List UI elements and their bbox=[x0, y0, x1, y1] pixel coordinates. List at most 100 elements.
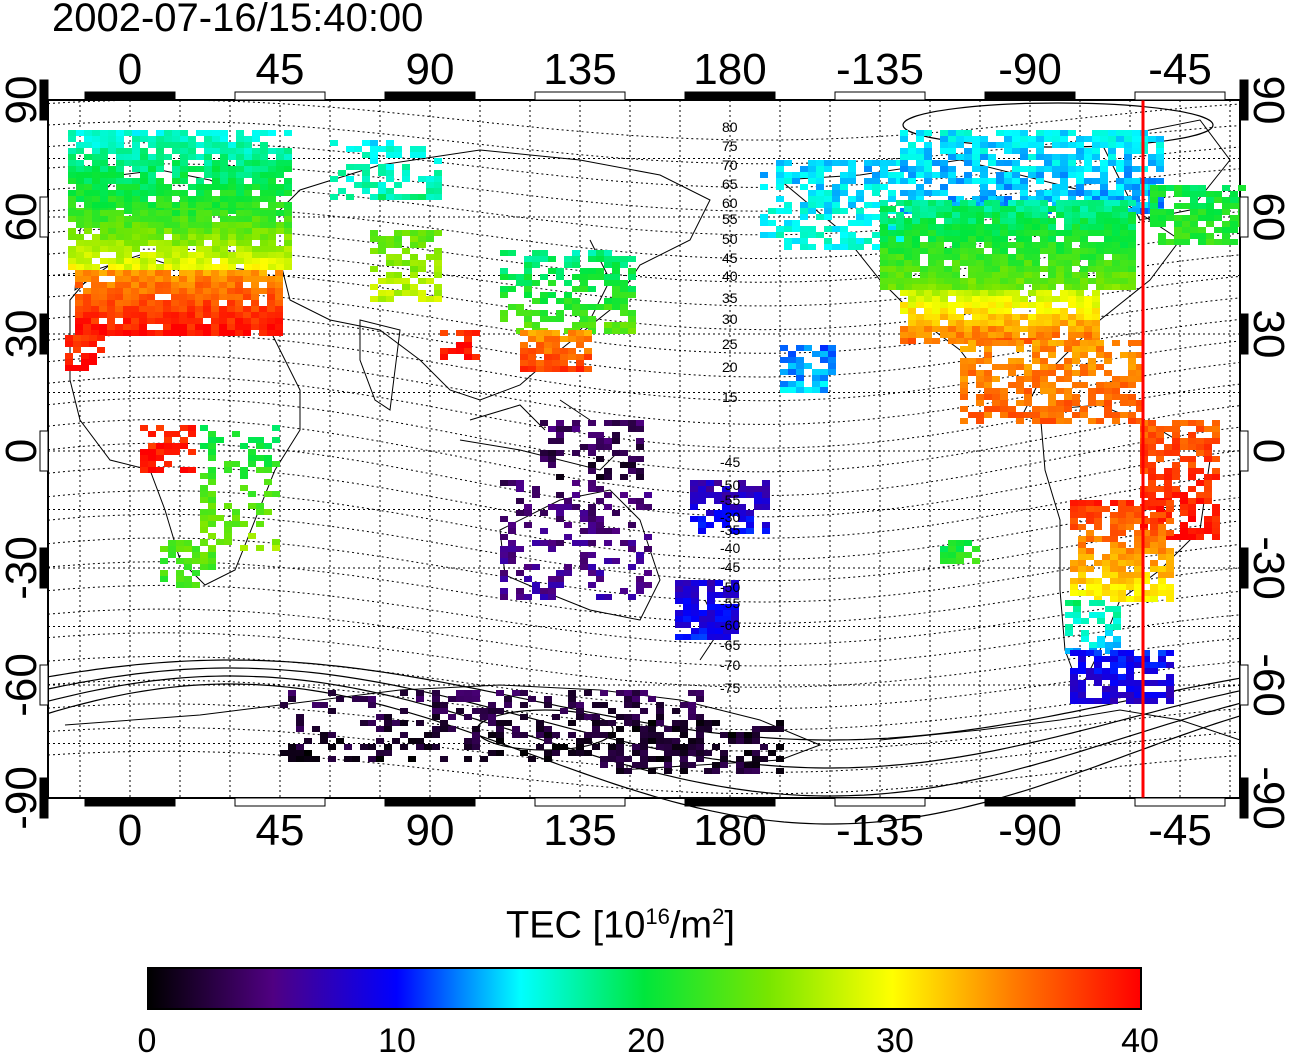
tec-cell bbox=[1112, 206, 1120, 212]
tec-cell bbox=[712, 744, 720, 750]
tec-cell bbox=[912, 212, 920, 218]
tec-cell bbox=[968, 206, 976, 212]
tec-cell bbox=[260, 196, 268, 202]
tec-cell bbox=[272, 491, 280, 497]
tec-cell bbox=[976, 254, 984, 260]
tec-cell bbox=[243, 312, 251, 318]
tec-cell bbox=[1078, 560, 1086, 566]
tec-cell bbox=[235, 276, 243, 282]
tec-cell bbox=[715, 592, 723, 598]
tec-cell bbox=[872, 202, 880, 208]
tec-cell bbox=[203, 276, 211, 282]
tick-bar-top bbox=[384, 91, 476, 101]
tec-cell bbox=[980, 148, 988, 154]
tec-cell bbox=[1118, 518, 1126, 524]
tec-cell bbox=[171, 300, 179, 306]
tec-cell bbox=[690, 486, 698, 492]
tec-cell bbox=[596, 304, 604, 310]
tec-cell bbox=[616, 768, 624, 774]
tec-cell bbox=[1080, 340, 1088, 346]
tec-cell bbox=[148, 443, 156, 449]
tec-cell bbox=[1094, 680, 1102, 686]
tec-cell bbox=[1072, 200, 1080, 206]
tec-cell bbox=[980, 178, 988, 184]
tec-cell bbox=[996, 184, 1004, 190]
tec-cell bbox=[776, 768, 784, 774]
tec-cell bbox=[628, 322, 636, 328]
tec-cell bbox=[1124, 148, 1132, 154]
tec-cell bbox=[1016, 278, 1024, 284]
tec-cell bbox=[1148, 462, 1156, 468]
tec-cell bbox=[832, 184, 840, 190]
tec-cell bbox=[434, 260, 442, 266]
tec-cell bbox=[208, 521, 216, 527]
tec-cell bbox=[148, 222, 156, 228]
tec-cell bbox=[928, 248, 936, 254]
tec-cell bbox=[840, 190, 848, 196]
tec-cell bbox=[68, 160, 76, 166]
tec-cell bbox=[267, 330, 275, 336]
tec-cell bbox=[248, 455, 256, 461]
tec-cell bbox=[228, 184, 236, 190]
tec-cell bbox=[1166, 650, 1174, 656]
tec-cell bbox=[163, 306, 171, 312]
tec-cell bbox=[1048, 224, 1056, 230]
tec-cell bbox=[84, 172, 92, 178]
tec-cell bbox=[75, 300, 83, 306]
tec-cell bbox=[1070, 524, 1078, 530]
tec-cell bbox=[76, 190, 84, 196]
tec-cell bbox=[1044, 302, 1052, 308]
tec-cell bbox=[968, 254, 976, 260]
tec-cell bbox=[680, 768, 688, 774]
tec-cell bbox=[227, 282, 235, 288]
tec-cell bbox=[1188, 534, 1196, 540]
tec-cell bbox=[267, 294, 275, 300]
tec-cell bbox=[418, 296, 426, 302]
tec-cell bbox=[728, 732, 736, 738]
tec-cell bbox=[976, 376, 984, 382]
tec-cell bbox=[156, 154, 164, 160]
tec-cell bbox=[139, 324, 147, 330]
tec-cell bbox=[370, 230, 378, 236]
tec-cell bbox=[706, 492, 714, 498]
tec-cell bbox=[180, 425, 188, 431]
tec-cell bbox=[968, 200, 976, 206]
tec-cell bbox=[296, 750, 304, 756]
tec-cell bbox=[68, 228, 76, 234]
tec-cell bbox=[1008, 224, 1016, 230]
tec-cell bbox=[1088, 278, 1096, 284]
tec-cell bbox=[680, 762, 688, 768]
tec-cell bbox=[500, 516, 508, 522]
tec-cell bbox=[762, 480, 770, 486]
tec-cell bbox=[1120, 284, 1128, 290]
tec-cell bbox=[1102, 506, 1110, 512]
tec-cell bbox=[244, 184, 252, 190]
tec-cell bbox=[508, 274, 516, 280]
tec-cell bbox=[1000, 284, 1008, 290]
tec-cell bbox=[418, 260, 426, 266]
tec-cell bbox=[568, 348, 576, 354]
tec-cell bbox=[176, 558, 184, 564]
tec-cell bbox=[99, 306, 107, 312]
tec-cell bbox=[722, 516, 730, 522]
tec-cell bbox=[980, 332, 988, 338]
tec-cell bbox=[203, 306, 211, 312]
tec-cell bbox=[1000, 266, 1008, 272]
tec-cell bbox=[636, 474, 644, 480]
tec-cell bbox=[1060, 320, 1068, 326]
tec-cell bbox=[384, 726, 392, 732]
tec-cell bbox=[100, 202, 108, 208]
tec-cell bbox=[140, 264, 148, 270]
tec-cell bbox=[1204, 498, 1212, 504]
tec-cell bbox=[1048, 254, 1056, 260]
tec-cell bbox=[244, 196, 252, 202]
tec-cell bbox=[1068, 130, 1076, 136]
tec-cell bbox=[1118, 542, 1126, 548]
lat-tick-right: 60 bbox=[1244, 193, 1292, 242]
tec-cell bbox=[908, 190, 916, 196]
tec-cell bbox=[504, 702, 512, 708]
tec-cell bbox=[1008, 382, 1016, 388]
tec-cell bbox=[723, 604, 731, 610]
tec-cell bbox=[808, 172, 816, 178]
tec-cell bbox=[556, 582, 564, 588]
